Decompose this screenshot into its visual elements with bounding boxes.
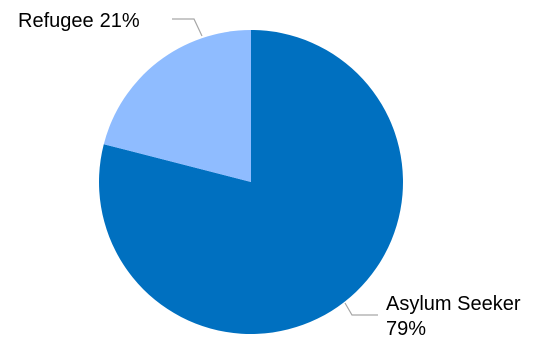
pie-slices (99, 29, 404, 334)
leader-line-asylum-seeker (344, 302, 378, 316)
slice-label-asylum-seeker-name: Asylum Seeker (386, 293, 521, 315)
pie-slice-refugee (103, 30, 251, 182)
slice-label-asylum-seeker-pct: 79% (386, 318, 426, 340)
pie-labels: Refugee 21% Asylum Seeker 79% (18, 10, 521, 340)
pie-slice-asylum-seeker (99, 29, 404, 334)
slice-label-refugee-value: 21% (100, 10, 140, 32)
leader-line-refugee (172, 18, 203, 37)
slice-label-refugee: Refugee 21% (18, 10, 140, 32)
slice-label-asylum-seeker: Asylum Seeker (386, 293, 521, 315)
slice-label-refugee-name: Refugee (18, 10, 94, 32)
slice-label-asylum-seeker-value: 79% (386, 318, 426, 340)
